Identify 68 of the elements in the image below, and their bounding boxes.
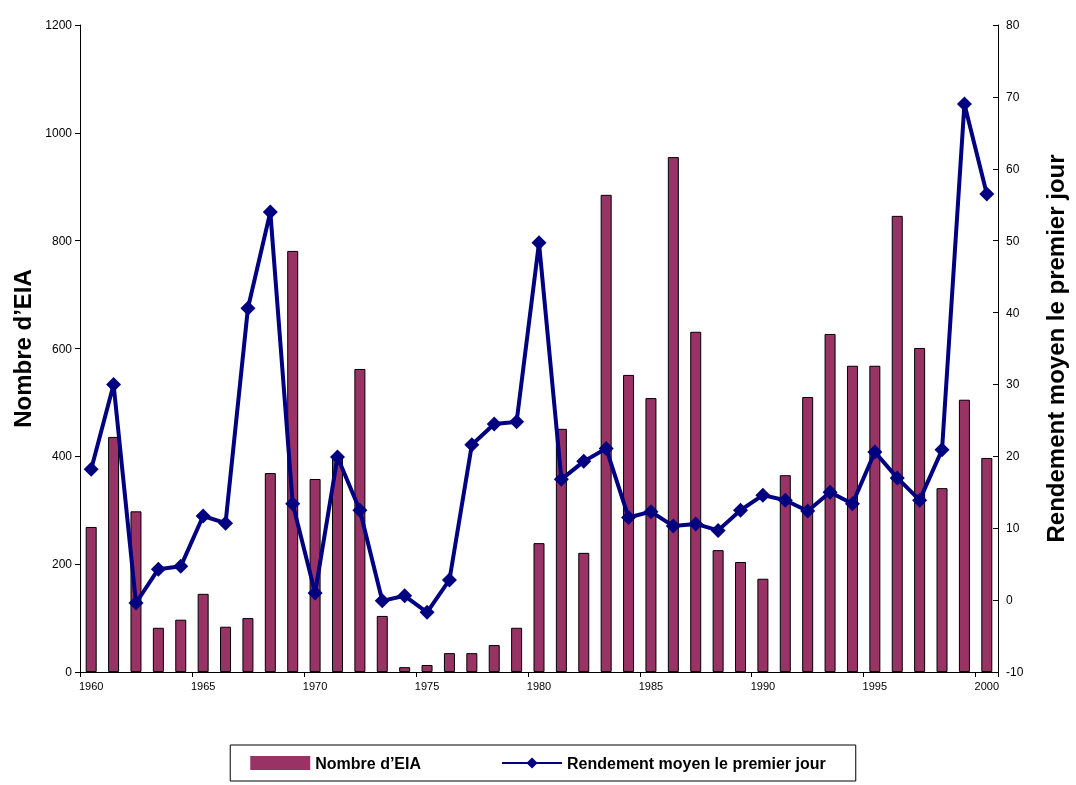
y2-tick-label: 10 (1006, 521, 1020, 536)
point (106, 376, 122, 392)
y2-tick-label: 20 (1006, 449, 1020, 464)
point (867, 444, 883, 460)
point (128, 595, 144, 611)
point (419, 604, 435, 620)
point (195, 508, 211, 524)
x-tick-label: 1985 (638, 679, 664, 692)
point (643, 504, 659, 520)
y2-tick-label: 30 (1006, 377, 1020, 392)
point (397, 588, 413, 604)
point (262, 204, 278, 220)
point (688, 516, 704, 532)
point (352, 502, 368, 518)
point (509, 414, 525, 430)
point (598, 440, 614, 456)
x-tick-label: 1980 (526, 679, 552, 692)
point (285, 496, 301, 512)
y2-tick-label: 50 (1006, 233, 1020, 248)
y-tick-label: 1200 (45, 18, 73, 32)
point (240, 300, 256, 316)
x-tick-label: 1990 (750, 679, 776, 692)
x-tick-label: 1975 (414, 679, 440, 692)
point (374, 593, 390, 609)
y-tick-label: 600 (51, 341, 73, 356)
point (822, 484, 838, 500)
point (733, 502, 749, 518)
point (889, 470, 905, 486)
y2-tick-label: -10 (1006, 665, 1024, 679)
point (464, 437, 480, 453)
y-tick-label: 400 (51, 449, 73, 464)
y-tick-label: 1000 (45, 125, 73, 140)
point (441, 572, 457, 588)
x-tick-label: 2000 (974, 679, 1000, 692)
legend-label: Nombre d’EIA (315, 754, 422, 772)
x-tick-label: 1960 (78, 679, 104, 692)
point (844, 496, 860, 512)
point (755, 487, 771, 503)
y-tick-label: 200 (51, 557, 73, 572)
x-tick-label: 1965 (190, 679, 216, 692)
x-tick-label: 1995 (862, 679, 888, 692)
point (912, 492, 928, 508)
point (979, 186, 995, 202)
y2-tick-label: 70 (1006, 89, 1020, 104)
point (553, 471, 569, 487)
point (486, 416, 502, 432)
y2-tick-label: 60 (1006, 161, 1020, 176)
point (576, 453, 592, 469)
y2-tick-label: 40 (1006, 305, 1020, 320)
point (710, 522, 726, 538)
point (934, 442, 950, 458)
y2-tick-label: 0 (1006, 593, 1013, 608)
point (173, 558, 189, 574)
y2-axis-title: Rendement moyen le premier jour (1041, 154, 1069, 543)
point (83, 461, 99, 477)
point (956, 96, 972, 112)
x-tick-label: 1970 (302, 679, 328, 692)
point (621, 509, 637, 525)
y-axis-title: Nombre d’EIA (8, 269, 36, 428)
point (218, 515, 234, 531)
y2-tick-label: 80 (1006, 18, 1020, 32)
point (800, 503, 816, 519)
y-tick-label: 800 (51, 233, 73, 248)
point (777, 492, 793, 508)
legend-label: Rendement moyen le premier jour (567, 754, 826, 772)
point (150, 561, 166, 577)
point (665, 518, 681, 534)
y-tick-label: 0 (65, 665, 73, 679)
